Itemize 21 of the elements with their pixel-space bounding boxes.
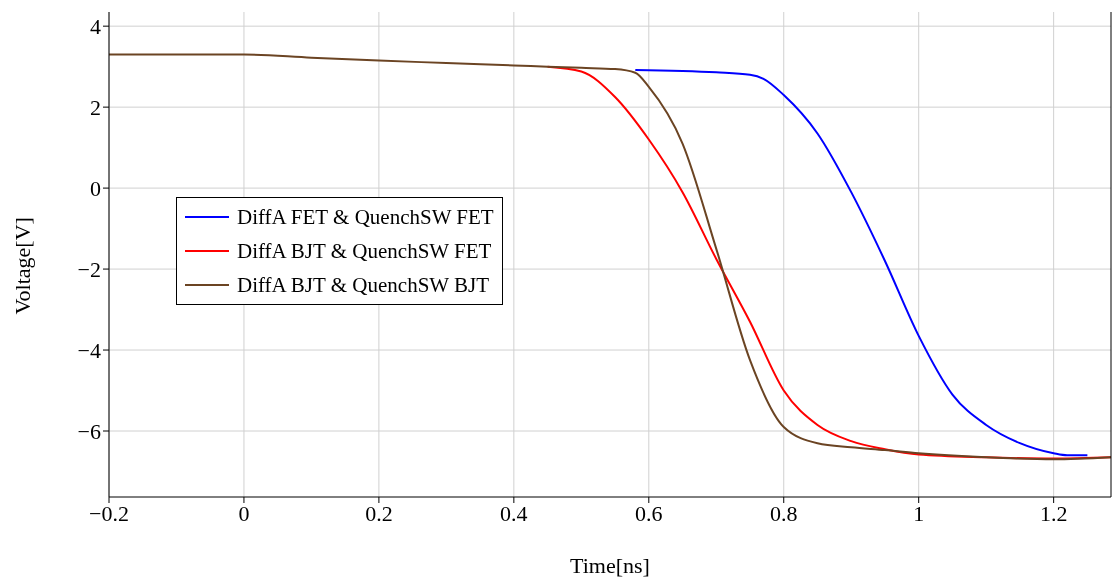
y-tick-label: 2 bbox=[90, 94, 101, 120]
x-tick-label: 0.4 bbox=[500, 500, 528, 526]
y-tick-label: −4 bbox=[77, 337, 101, 363]
line-series bbox=[634, 68, 1089, 457]
legend-label: DiffA BJT & QuenchSW BJT bbox=[237, 272, 490, 299]
x-tick-label: 0.6 bbox=[635, 500, 663, 526]
legend-label: DiffA BJT & QuenchSW FET bbox=[237, 238, 492, 265]
y-axis-title: Voltage[V] bbox=[9, 217, 35, 315]
x-tick-label: 0.8 bbox=[770, 500, 798, 526]
x-tick-label: 1.2 bbox=[1039, 500, 1068, 526]
x-tick-label: 0.2 bbox=[365, 500, 393, 526]
x-tick-label: 0 bbox=[238, 500, 250, 526]
y-tick-label: 4 bbox=[90, 13, 101, 39]
y-tick-label: −2 bbox=[77, 256, 101, 282]
legend-label: DiffA FET & QuenchSW FET bbox=[237, 204, 494, 231]
y-tick-label: 0 bbox=[90, 175, 101, 201]
y-tick-label: −6 bbox=[77, 418, 101, 444]
line-series bbox=[109, 53, 1111, 461]
x-tick-label: −0.2 bbox=[89, 500, 129, 526]
x-axis-title: Time[ns] bbox=[570, 553, 650, 578]
x-tick-label: 1 bbox=[913, 500, 925, 526]
